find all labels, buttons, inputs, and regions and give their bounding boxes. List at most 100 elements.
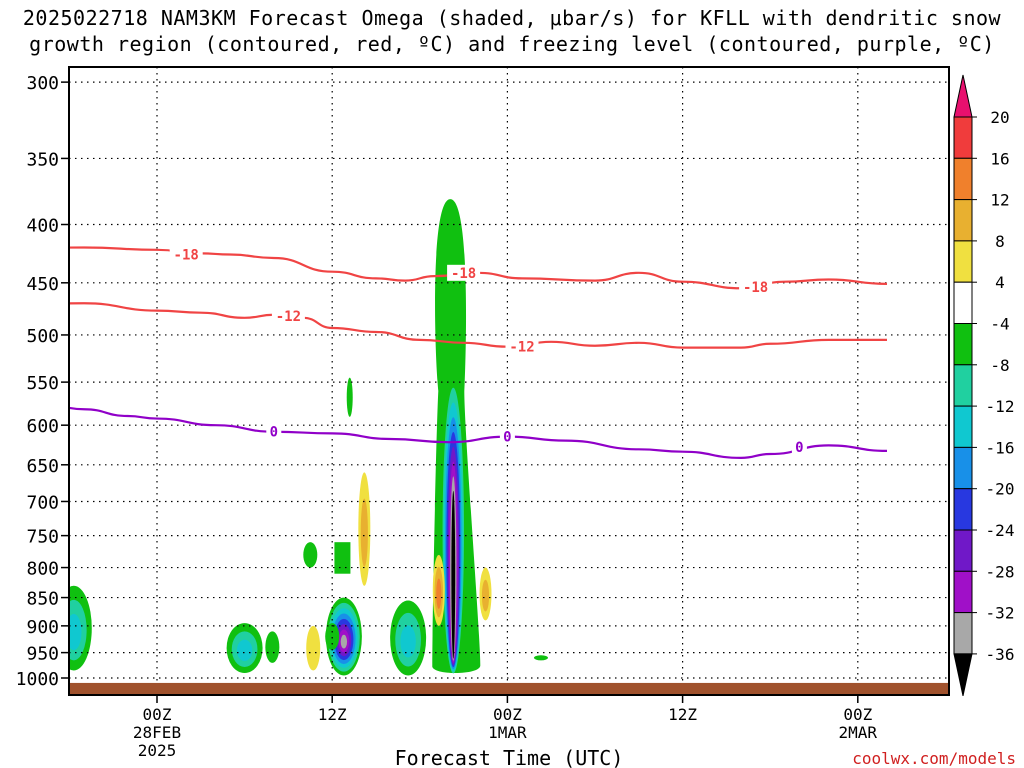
omega-shade-15-1 [481, 579, 490, 612]
y-tick-label-750: 750 [26, 527, 59, 548]
contour-label-1-1: -12 [509, 340, 534, 356]
contour-label-bg-1-0 [271, 307, 305, 324]
omega-feature-4 [346, 377, 353, 417]
omega-shade-11-0 [325, 623, 340, 651]
colorbar-box-3 [953, 240, 973, 283]
colorbar-box-11 [953, 570, 973, 614]
y-tick-label-1000: 1000 [16, 669, 59, 690]
x-tick-label-4-1: 2MAR [839, 723, 878, 742]
omega-shade-4-0 [346, 377, 353, 417]
omega-feature-11 [325, 623, 340, 651]
contour-line-2 [69, 406, 888, 459]
omega-feature-3 [226, 623, 263, 674]
contour-label-1-0: -12 [276, 309, 301, 325]
omega-shade-6-0 [303, 542, 318, 568]
omega-feature-6 [303, 542, 318, 568]
omega-shade-12-2 [400, 625, 416, 658]
colorbar-arrow-top [953, 74, 973, 118]
y-tick-label-850: 850 [26, 589, 59, 610]
contour-label-0-1: -18 [451, 266, 476, 282]
contour-label-bg-2-2 [791, 438, 807, 455]
omega-feature-9 [358, 472, 371, 586]
contour-line-1 [69, 302, 887, 349]
y-tick-label-950: 950 [26, 644, 59, 665]
y-tick-label-500: 500 [26, 326, 59, 347]
omega-shading [69, 199, 548, 676]
colorbar-box-5 [953, 323, 973, 366]
y-tick-label-300: 300 [26, 73, 59, 94]
plot-frame [68, 66, 950, 696]
colorbar-box-1 [953, 157, 973, 201]
y-tick-label-900: 900 [26, 617, 59, 638]
omega-feature-16 [533, 655, 548, 661]
grid [69, 67, 949, 695]
contour-label-bg-1-1 [505, 338, 539, 355]
colorbar-box-12 [953, 612, 973, 655]
colorbar-label-5: -4 [990, 315, 1009, 334]
contour-label-2-0: 0 [270, 425, 278, 441]
omega-feature-7 [265, 631, 280, 663]
contour-label-bg-0-0 [169, 246, 203, 263]
omega-feature-10 [325, 597, 362, 676]
omega-shade-2-2 [69, 613, 82, 651]
omega-feature-15 [479, 567, 492, 621]
omega-feature-2 [69, 585, 92, 671]
y-tick-label-450: 450 [26, 274, 59, 295]
y-tick-label-250: 250 [26, 0, 59, 4]
omega-shade-3-2 [236, 639, 253, 662]
y-tick-label-400: 400 [26, 216, 59, 237]
omega-shade-13-8 [451, 490, 456, 659]
colorbar-label-4: 4 [995, 273, 1005, 292]
colorbar-box-8 [953, 446, 973, 490]
y-tick-label-350: 350 [26, 149, 59, 170]
x-tick-label-3-0: 12Z [668, 705, 697, 724]
omega-shade-5-0 [334, 542, 351, 574]
x-tick-label-2-0: 00Z [493, 705, 522, 724]
x-tick-label-1-0: 12Z [318, 705, 347, 724]
omega-shade-8-0 [306, 625, 321, 671]
contour-label-bg-0-2 [739, 279, 773, 296]
contour-label-2-1: 0 [503, 430, 511, 446]
omega-shade-7-0 [265, 631, 280, 663]
colorbar-label-8: -16 [986, 438, 1015, 457]
y-tick-label-800: 800 [26, 559, 59, 580]
contour-label-2-2: 0 [795, 440, 803, 456]
contour-label-0-2: -18 [743, 280, 768, 296]
colorbar-label-2: 12 [990, 191, 1009, 210]
contour-label-bg-2-1 [499, 428, 515, 445]
ground-fill [69, 682, 949, 695]
omega-shade-16-0 [533, 655, 548, 661]
contour-label-bg-0-1 [447, 264, 481, 281]
x-tick-label-0-2: 2025 [138, 741, 177, 760]
colorbar-label-9: -20 [986, 480, 1015, 499]
colorbar-label-13: -36 [986, 645, 1015, 664]
colorbar: 20 16 12 8 4 -4 -8 -12 -16 -20 -24 -28 -32 -36 [953, 74, 1015, 697]
colorbar-label-0: 20 [990, 108, 1009, 127]
colorbar-box-6 [953, 364, 973, 407]
omega-feature-12 [390, 600, 427, 676]
ground-bar [69, 682, 949, 695]
x-tick-label-2-1: 1MAR [488, 723, 527, 742]
colorbar-label-1: 16 [990, 149, 1009, 168]
x-tick-label-0-0: 00Z [143, 705, 172, 724]
colorbar-box-7 [953, 405, 973, 448]
colorbar-box-0 [953, 116, 973, 159]
contour-label-0-0: -18 [174, 248, 199, 264]
y-tick-label-550: 550 [26, 373, 59, 394]
contour-label-bg-2-0 [266, 423, 282, 440]
omega-feature-8 [306, 625, 321, 671]
omega-feature-14 [432, 555, 445, 626]
colorbar-box-10 [953, 529, 973, 572]
y-tick-label-600: 600 [26, 416, 59, 437]
colorbar-label-3: 8 [995, 232, 1005, 251]
colorbar-arrow-bottom [953, 653, 973, 697]
x-axis-label: Forecast Time (UTC) [395, 746, 624, 768]
colorbar-label-12: -32 [986, 604, 1015, 623]
colorbar-box-2 [953, 199, 973, 242]
colorbar-label-6: -8 [990, 356, 1009, 375]
contours: -18 -18 -18 -12 -12 0 0 0 [69, 246, 888, 459]
chart-title-line-2: growth region (contoured, red, ºC) and f… [29, 32, 995, 56]
omega-feature-13 [432, 199, 481, 674]
